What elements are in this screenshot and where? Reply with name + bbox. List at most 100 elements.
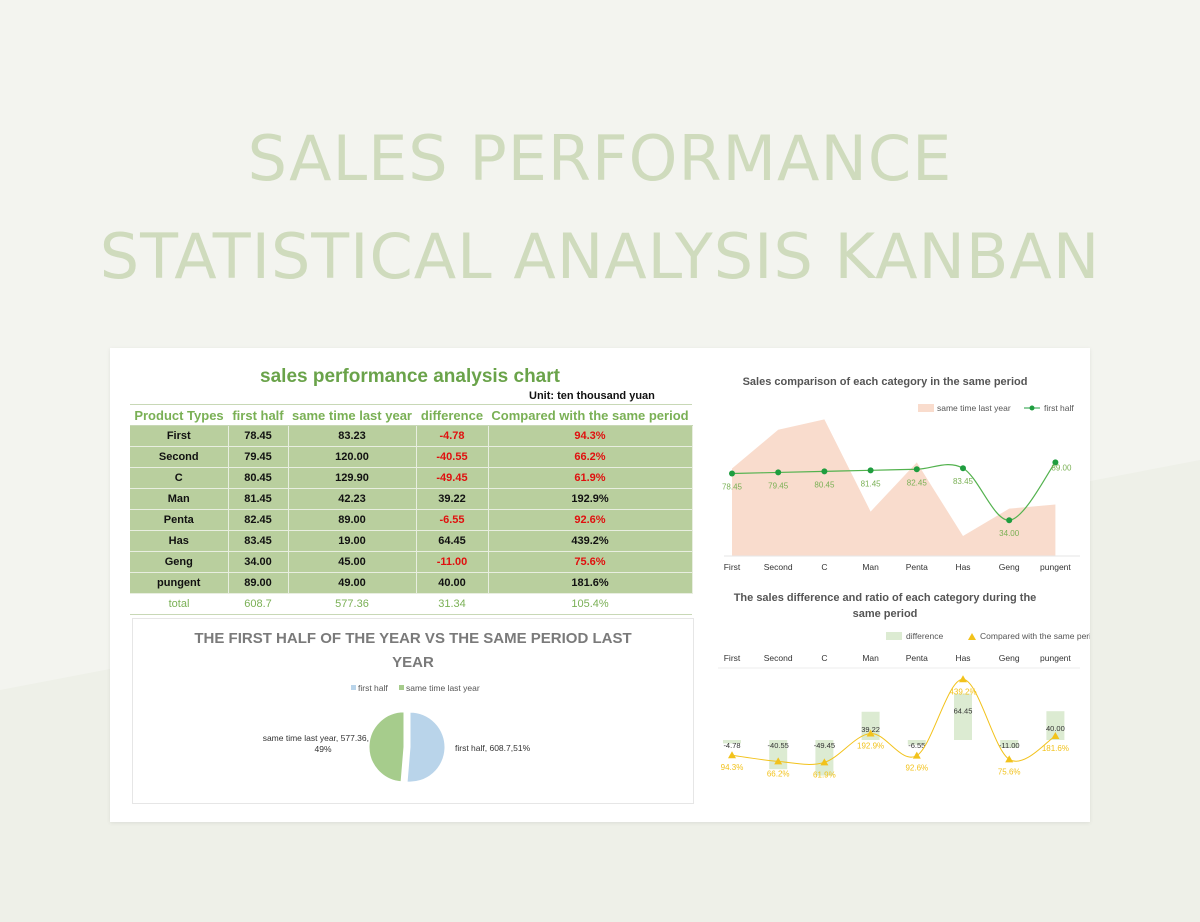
difference-bar [861, 711, 880, 740]
x-tick-label: Man [862, 653, 879, 663]
table-cell: 81.45 [228, 488, 289, 510]
line-legend-marker [1029, 405, 1035, 411]
x-tick-label: Geng [999, 562, 1020, 572]
table-cell: C [130, 467, 229, 489]
line-point [821, 468, 828, 475]
table-row: First 78.45 83.23 -4.78 94.3% [130, 425, 693, 447]
x-tick-label: Second [764, 653, 793, 663]
ratio-point [774, 757, 783, 765]
line-point [960, 465, 966, 472]
table-cell: 64.45 [416, 530, 489, 552]
ratio-data-label: 92.6% [905, 764, 928, 773]
table-cell: 192.9% [488, 488, 693, 510]
bar-data-label: 40.00 [1046, 724, 1065, 733]
table-cell: Geng [130, 551, 229, 573]
table-cell: 49.00 [288, 572, 417, 594]
bar-chart-title: The sales difference and ratio of each c… [733, 592, 1037, 620]
line-data-label: 79.45 [768, 481, 789, 490]
table-cell: total [130, 593, 228, 615]
pie-slice [368, 711, 405, 783]
table-cell: -6.55 [416, 509, 489, 531]
column-header: Product Types [130, 404, 228, 426]
table-row: pungent 89.00 49.00 40.00 181.6% [130, 572, 693, 594]
table-cell: 19.00 [288, 530, 417, 552]
table-cell: 89.00 [228, 572, 289, 594]
difference-bar [1046, 711, 1065, 740]
ratio-legend-label: Compared with the same period [980, 631, 1090, 641]
table-cell: 79.45 [228, 446, 289, 468]
x-tick-label: Man [862, 562, 879, 572]
line-point [867, 467, 874, 474]
x-tick-label: C [821, 562, 827, 572]
bar-data-label: -40.55 [768, 741, 789, 750]
unit-label: Unit: ten thousand yuan [529, 390, 655, 402]
difference-bar [1000, 740, 1019, 748]
table-cell: 89.00 [288, 509, 417, 531]
x-tick-label: Has [955, 562, 970, 572]
bar-data-label: -4.78 [723, 741, 740, 750]
ratio-point [820, 758, 829, 766]
line-data-label: 82.45 [907, 478, 928, 487]
line-data-label: 81.45 [861, 479, 882, 488]
ratio-data-label: 439.2% [949, 687, 976, 696]
line-data-label: 83.45 [953, 477, 974, 486]
bar-data-label: 64.45 [954, 707, 973, 716]
column-header: first half [228, 404, 288, 426]
difference-bar [815, 740, 834, 776]
column-header: same time last year [288, 404, 416, 426]
ratio-point [912, 751, 921, 759]
table-cell: 83.23 [288, 425, 417, 447]
line-point [729, 470, 735, 477]
x-tick-label: Geng [999, 653, 1020, 663]
table-cell: 82.45 [228, 509, 289, 531]
table-cell: -40.55 [416, 446, 489, 468]
pie-legend-label: first half [358, 683, 388, 693]
line-legend-swatch [918, 404, 934, 412]
line-point [1052, 459, 1059, 466]
bar-data-label: -49.45 [814, 741, 835, 750]
hero-title-line-1: SALES PERFORMANCE [247, 122, 953, 195]
pie-data-label: first half, 608.7,51% [455, 743, 531, 753]
line-legend-label: same time last year [937, 403, 1011, 413]
table-cell: 120.00 [288, 446, 417, 468]
line-chart-title: Sales comparison of each category in the… [742, 376, 1028, 388]
table-cell: 181.6% [488, 572, 693, 594]
ratio-point [728, 751, 736, 759]
x-tick-label: Has [955, 653, 970, 663]
dashboard-sheet: sales performance analysis chart Unit: t… [110, 348, 1090, 822]
table-cell: 40.00 [416, 572, 489, 594]
table-title: sales performance analysis chart [260, 366, 560, 387]
table-cell: pungent [130, 572, 229, 594]
table-cell: 92.6% [488, 509, 693, 531]
line-point [913, 466, 920, 473]
area-series-same-time-last-year [732, 419, 1056, 556]
ratio-data-label: 61.9% [813, 770, 836, 779]
table-cell: -49.45 [416, 467, 489, 489]
line-chart: same time last year first half 78.45 79.45 8… [722, 403, 1080, 572]
table-row: Second 79.45 120.00 -40.55 66.2% [130, 446, 693, 468]
pie-chart-title: THE FIRST HALF OF THE YEAR VS THE SAME P… [194, 630, 632, 671]
pie-data-label: same time last year, 577.36, [263, 733, 369, 743]
difference-bar [907, 740, 926, 745]
ratio-point [1051, 732, 1060, 740]
table-cell: 439.2% [488, 530, 693, 552]
x-tick-label: First [724, 653, 741, 663]
table-cell: First [130, 425, 229, 447]
table-cell: 105.4% [488, 593, 692, 615]
difference-bar [723, 740, 741, 744]
table-cell: Has [130, 530, 229, 552]
pie-legend-label: same time last year [406, 683, 480, 693]
performance-table: Product Types first half same time last ye… [130, 404, 693, 615]
column-header: Compared with the same period [488, 404, 692, 426]
ratio-point [866, 729, 875, 737]
ratio-data-label: 75.6% [998, 767, 1021, 776]
table-cell: 61.9% [488, 467, 693, 489]
table-cell: 94.3% [488, 425, 693, 447]
x-tick-label: Penta [906, 562, 928, 572]
table-cell: 39.22 [416, 488, 489, 510]
bar-data-label: -6.55 [908, 741, 925, 750]
table-row: Geng 34.00 45.00 -11.00 75.6% [130, 551, 693, 573]
pie-legend-swatch [351, 685, 356, 690]
table-cell: 45.00 [288, 551, 417, 573]
ratio-point [1005, 755, 1014, 763]
